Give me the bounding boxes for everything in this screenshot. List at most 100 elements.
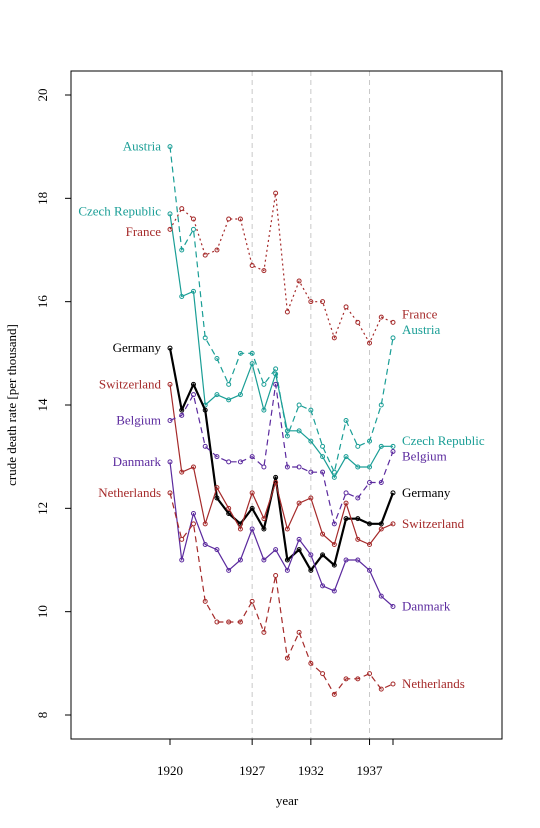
data-point-france-1925 [226,216,232,222]
left-label-czech-republic: Czech Republic [78,203,161,218]
data-point-czech-republic-1926 [237,392,243,398]
data-point-belgium-1933 [320,469,326,475]
data-point-netherlands-1926 [237,619,243,625]
data-point-austria-1923 [202,335,208,341]
data-point-netherlands-1935 [343,676,349,682]
reference-lines [251,71,371,739]
data-point-austria-1933 [320,443,326,449]
data-point-switzerland-1929 [273,480,279,485]
data-point-france-1926 [237,216,243,222]
series-layer [167,144,396,697]
right-label-netherlands: Netherlands [402,676,465,691]
data-point-austria-1939 [390,335,396,341]
data-point-czech-republic-1938 [378,443,384,449]
right-label-germany: Germany [402,485,451,500]
data-point-danmark-1924 [214,547,220,553]
data-point-netherlands-1931 [296,629,302,635]
data-point-switzerland-1932 [308,495,314,501]
data-point-france-1932 [308,299,314,305]
data-point-france-1930 [284,309,290,315]
data-point-danmark-1938 [378,593,384,599]
data-point-czech-republic-1934 [331,474,337,480]
data-point-danmark-1932 [308,552,314,558]
data-point-danmark-1925 [226,567,232,573]
data-point-czech-republic-1925 [226,397,232,403]
data-point-france-1931 [296,278,302,284]
data-point-belgium-1927 [249,454,255,460]
data-point-danmark-1927 [249,526,255,532]
data-point-austria-1932 [308,407,314,413]
data-point-germany-1923 [202,407,208,413]
data-point-belgium-1922 [190,392,196,398]
series-line-danmark [169,461,394,607]
data-point-belgium-1937 [367,480,373,485]
x-tick-label-1932: 1932 [298,763,324,778]
data-point-danmark-1939 [390,604,396,609]
data-point-danmark-1928 [261,557,267,563]
data-point-czech-republic-1930 [284,428,290,434]
left-label-france: France [126,224,162,239]
y-axis-title: crude death rate [per thousand] [4,324,19,486]
data-point-belgium-1935 [343,490,349,496]
data-point-netherlands-1934 [331,691,337,697]
data-point-belgium-1926 [237,459,243,465]
data-point-france-1928 [261,268,267,274]
data-point-czech-republic-1920 [167,211,173,217]
data-point-austria-1926 [237,350,243,356]
data-point-netherlands-1923 [202,598,208,604]
data-point-danmark-1920 [167,459,173,465]
data-point-germany-1924 [214,495,220,501]
data-point-switzerland-1924 [214,485,220,491]
data-point-germany-1920 [167,345,173,351]
series-line-france [169,192,394,344]
series-netherlands [167,490,396,697]
data-point-switzerland-1931 [296,500,302,506]
data-point-austria-1930 [284,433,290,439]
left-label-austria: Austria [123,139,162,154]
data-point-netherlands-1936 [355,676,361,682]
data-point-netherlands-1920 [167,490,173,496]
data-point-netherlands-1932 [308,660,314,666]
data-point-danmark-1929 [273,547,279,553]
data-point-belgium-1920 [167,418,173,423]
x-tick-label-1920: 1920 [157,763,183,778]
data-point-austria-1921 [179,247,185,253]
left-label-switzerland: Switzerland [99,376,162,391]
data-point-switzerland-1934 [331,542,337,547]
data-point-czech-republic-1929 [273,371,279,377]
data-point-switzerland-1925 [226,505,232,511]
data-point-austria-1934 [331,469,337,475]
data-point-germany-1938 [378,521,384,527]
data-point-switzerland-1936 [355,536,361,542]
right-label-france: France [402,307,438,322]
data-point-germany-1936 [355,516,361,522]
right-label-switzerland: Switzerland [402,516,465,531]
data-point-belgium-1939 [390,449,396,454]
series-line-switzerland [169,384,394,546]
data-point-switzerland-1926 [237,526,243,532]
data-point-switzerland-1928 [261,516,267,522]
data-point-czech-republic-1933 [320,454,326,460]
data-point-czech-republic-1936 [355,464,361,470]
data-point-netherlands-1922 [190,521,196,527]
data-point-czech-republic-1935 [343,454,349,460]
data-point-switzerland-1921 [179,469,185,475]
data-point-germany-1931 [296,547,302,553]
data-point-austria-1922 [190,226,196,232]
data-point-france-1939 [390,319,396,325]
data-point-austria-1938 [378,402,384,408]
data-point-austria-1936 [355,443,361,449]
data-point-switzerland-1937 [367,542,373,547]
data-point-netherlands-1924 [214,619,220,625]
y-tick-label-12: 12 [35,502,50,515]
data-point-switzerland-1933 [320,531,326,537]
y-tick-label-10: 10 [35,605,50,618]
data-point-belgium-1938 [378,480,384,485]
y-axis: 8 10 12 14 16 18 20 [35,89,71,718]
series-belgium [167,381,396,527]
data-point-czech-republic-1928 [261,407,267,413]
data-point-czech-republic-1937 [367,464,373,470]
data-point-austria-1925 [226,381,232,387]
data-point-czech-republic-1939 [390,443,396,449]
